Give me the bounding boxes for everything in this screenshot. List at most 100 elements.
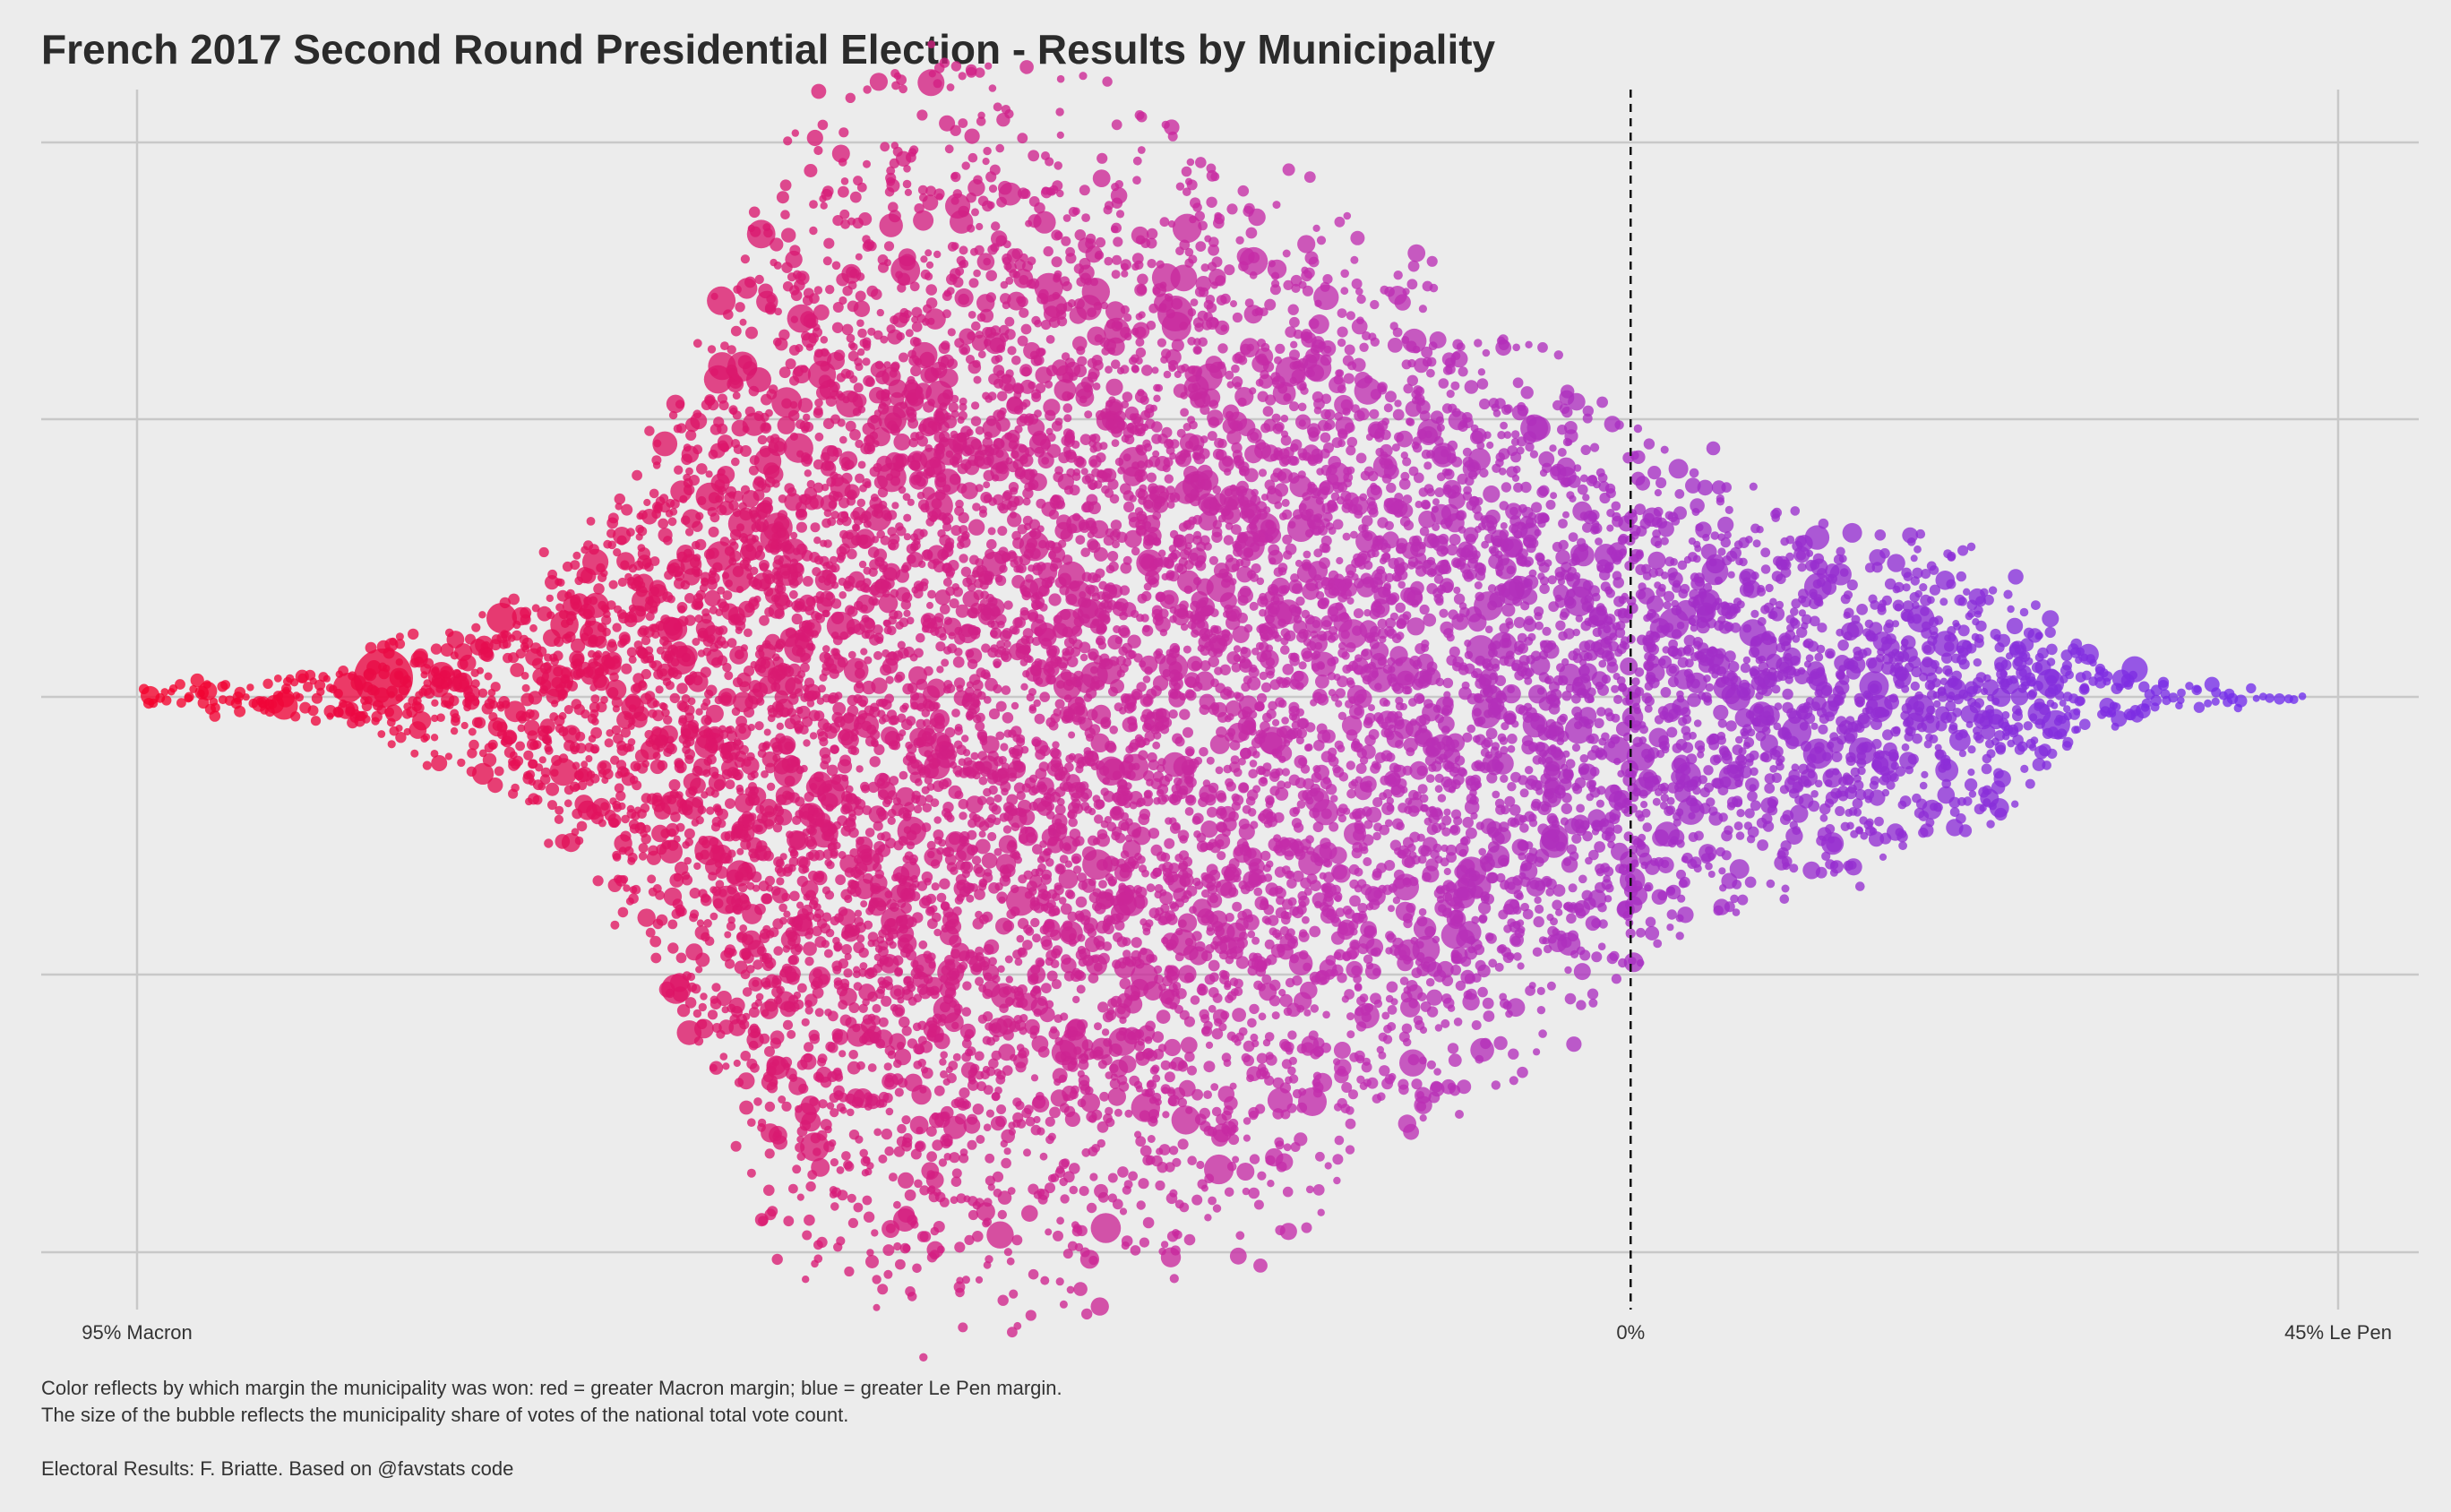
municipality-bubble [983,1123,992,1131]
municipality-bubble [916,632,925,643]
municipality-bubble [262,678,273,689]
municipality-bubble [1032,985,1042,994]
municipality-bubble [886,324,896,334]
municipality-bubble [694,538,707,551]
municipality-bubble [744,628,752,638]
municipality-bubble [886,918,896,928]
municipality-bubble [522,772,535,785]
municipality-bubble [984,939,1000,955]
municipality-bubble [944,960,956,971]
municipality-bubble [1036,777,1054,795]
municipality-bubble [431,699,439,707]
municipality-bubble [725,779,735,790]
municipality-bubble [848,827,859,838]
municipality-bubble [1072,207,1080,216]
municipality-bubble [783,910,791,918]
municipality-bubble [695,511,704,520]
municipality-bubble [739,744,749,755]
municipality-bubble [990,606,1002,617]
municipality-bubble [471,698,480,707]
municipality-bubble [638,843,649,854]
municipality-bubble [709,1061,724,1075]
municipality-bubble [572,761,580,770]
municipality-bubble [1096,152,1108,164]
municipality-bubble [1074,696,1084,706]
municipality-bubble [942,802,954,813]
municipality-bubble [919,528,928,537]
municipality-bubble [988,957,997,966]
municipality-bubble [830,414,840,425]
municipality-bubble [1058,1158,1070,1170]
municipality-bubble [987,391,997,401]
municipality-bubble [1068,731,1076,739]
municipality-bubble [1043,245,1054,257]
municipality-bubble [1035,382,1046,394]
municipality-bubble [972,1231,984,1242]
municipality-bubble [542,735,552,745]
municipality-bubble [790,944,802,956]
municipality-bubble [858,1003,868,1014]
municipality-bubble [1071,798,1081,809]
municipality-bubble [1010,851,1018,859]
municipality-bubble [1073,364,1088,378]
municipality-bubble [638,680,647,689]
municipality-bubble [469,739,479,751]
municipality-bubble [670,812,681,822]
municipality-bubble [970,752,979,760]
municipality-bubble [1094,1022,1102,1031]
municipality-bubble [894,1048,912,1066]
municipality-bubble [887,651,898,661]
municipality-bubble [883,1269,893,1279]
municipality-bubble [959,397,968,406]
municipality-bubble [847,1217,859,1228]
municipality-bubble [930,990,940,1000]
municipality-bubble [487,717,508,737]
municipality-bubble [994,1087,1002,1095]
municipality-bubble [310,716,322,726]
municipality-bubble [901,1115,911,1125]
municipality-bubble [668,778,681,791]
municipality-bubble [983,146,992,156]
municipality-bubble [326,712,334,720]
municipality-bubble [970,416,982,426]
municipality-bubble [929,514,938,523]
municipality-bubble [753,476,764,486]
municipality-bubble [1033,210,1056,234]
municipality-bubble [823,949,833,958]
municipality-bubble [1026,656,1034,664]
municipality-bubble [1002,712,1014,724]
municipality-bubble [710,912,718,921]
municipality-bubble [457,758,466,768]
municipality-bubble [913,804,923,814]
municipality-bubble [687,697,696,706]
municipality-bubble [512,630,522,641]
municipality-bubble [761,893,772,905]
municipality-bubble [1030,973,1039,982]
municipality-bubble [813,406,823,416]
municipality-bubble [832,648,840,657]
municipality-bubble [918,940,928,949]
municipality-bubble [1045,1228,1053,1236]
municipality-bubble [1045,380,1054,389]
municipality-bubble [627,852,638,863]
municipality-bubble [529,642,542,654]
municipality-bubble [410,749,419,758]
municipality-bubble [991,804,1002,815]
municipality-bubble [1052,741,1060,749]
municipality-bubble [571,828,580,837]
municipality-bubble [1062,214,1071,222]
municipality-bubble [1037,1046,1050,1058]
municipality-bubble [975,1070,985,1080]
municipality-bubble [901,989,914,1001]
municipality-bubble [894,966,903,976]
municipality-bubble [694,614,703,623]
municipality-bubble [857,534,869,546]
municipality-bubble [830,511,839,520]
municipality-bubble [1003,1248,1012,1257]
municipality-bubble [652,431,678,457]
municipality-bubble [993,658,1002,668]
municipality-bubble [951,1168,962,1179]
municipality-bubble [797,398,813,413]
municipality-bubble [450,726,459,735]
municipality-bubble [1080,787,1093,800]
